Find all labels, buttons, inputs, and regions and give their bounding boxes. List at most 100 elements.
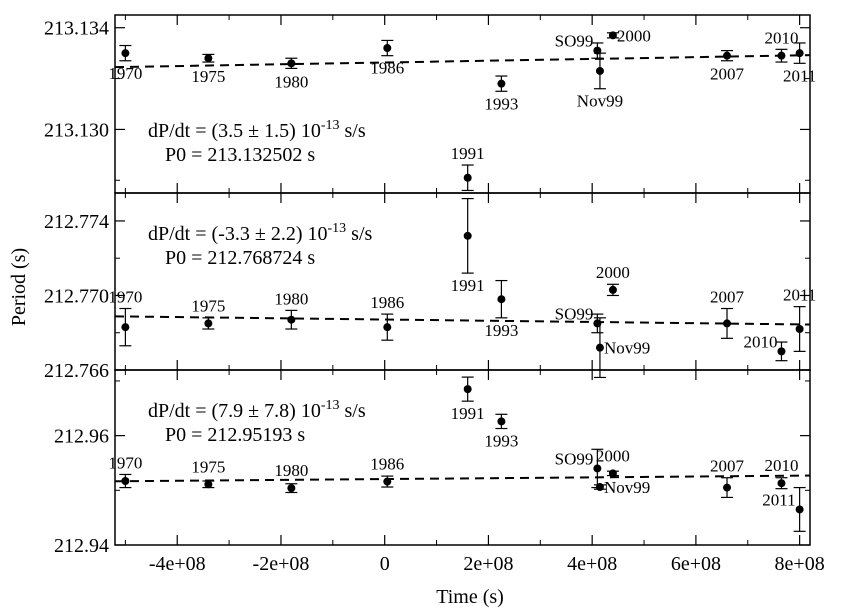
point-label: 2000 [617,26,651,45]
data-point [777,51,786,60]
point-label: 1975 [191,296,225,315]
data-point [595,483,604,492]
panel-top: 213.134 213.130 dP/dt = (3.5 ± 1.5) 10-13 … [44,14,816,194]
point-label: 2000 [596,263,630,282]
y-tick-label: 212.774 [44,211,109,233]
y-tick-label: 212.96 [54,426,109,448]
point-label: 2007 [710,288,745,307]
point-label: 1970 [108,288,142,307]
data-point [595,66,604,75]
data-point [497,295,506,304]
point-label: 2007 [710,65,745,84]
data-point [608,469,617,478]
data-point [287,315,296,324]
x-tick-label: 6e+08 [671,553,721,575]
point-label: 2011 [783,286,816,305]
point-label: 1993 [484,94,518,113]
fit-line [114,315,811,326]
point-label: Nov99 [577,92,623,111]
y-tick-label: 213.130 [44,119,109,141]
data-point [121,49,130,58]
y-tick-label: 212.766 [44,360,109,382]
fit-annotation-line: dP/dt = (3.5 ± 1.5) 10-13 s/s [148,118,366,142]
point-label: 1980 [274,72,308,91]
data-point [383,44,392,53]
point-label: SO99 [555,304,594,323]
fit-annotation-line: P0 = 212.95193 s [165,424,305,446]
x-tick-label: 2e+08 [463,553,513,575]
data-point [777,347,786,356]
point-label: 1980 [274,461,308,480]
data-point [497,417,506,426]
point-label: 1975 [191,67,225,86]
point-label: 1986 [370,455,404,474]
point-label: 1986 [370,59,404,78]
point-label: 2010 [764,28,798,47]
y-axis-label: Period (s) [8,248,30,326]
data-point [383,477,392,486]
point-label: 2000 [596,446,630,465]
x-tick-label: -4e+08 [149,553,206,575]
fit-annotation-line: P0 = 212.768724 s [165,247,315,269]
y-tick-label: 213.134 [44,18,109,40]
point-label: SO99 [555,32,594,51]
fit-line [114,474,811,483]
y-tick-label: 212.94 [54,535,109,557]
point-label: 1993 [484,321,518,340]
fit-annotation-line: dP/dt = (-3.3 ± 2.2) 10-13 s/s [148,221,372,245]
data-point [463,231,472,240]
data-point [204,480,213,489]
x-tick-label: -2e+08 [253,553,310,575]
point-label: 1970 [108,64,142,83]
data-point [287,59,296,68]
point-label: 1991 [451,276,485,295]
data-point [723,483,732,492]
fit-line [114,54,811,69]
panel-frame [114,369,811,546]
point-label: Nov99 [604,339,650,358]
data-point [608,31,617,40]
data-point [723,51,732,60]
data-point [204,319,213,328]
data-point [593,464,602,473]
point-label: Nov99 [604,478,650,497]
panel-frame [114,14,811,194]
data-point [287,484,296,493]
point-label: 1986 [370,293,404,312]
x-tick-label: 0 [380,553,390,575]
point-label: 1991 [451,144,485,163]
panel-middle: 212.774 212.770 212.766 dP/dt = (-3.3 ± 2.2… [44,192,816,382]
fit-annotation-line: P0 = 213.132502 s [165,144,315,166]
data-point [795,325,804,334]
point-label: 1975 [191,457,225,476]
point-label: SO99 [555,449,594,468]
point-label: 2011 [762,490,795,509]
panel-bottom: 212.96 212.94 dP/dt = (7.9 ± 7.8) 10-13 s/… [54,369,825,575]
point-label: 1991 [451,404,485,423]
x-tick-label: 8e+08 [775,553,825,575]
data-point [497,79,506,88]
point-label: 2011 [783,66,816,85]
data-point [463,173,472,182]
data-point [121,477,130,486]
x-tick-label: 4e+08 [567,553,617,575]
fit-annotation-line: dP/dt = (7.9 ± 7.8) 10-13 s/s [148,398,366,422]
data-point [121,323,130,332]
data-point [795,505,804,514]
point-label: 2010 [764,456,798,475]
data-point [777,479,786,488]
data-point [595,343,604,352]
data-point [383,323,392,332]
data-point [608,285,617,294]
point-label: 1970 [108,453,142,472]
point-label: 2010 [743,332,777,351]
x-axis-label: Time (s) [436,586,504,608]
data-point [795,49,804,58]
data-point [723,319,732,328]
y-tick-label: 212.770 [44,285,109,307]
data-point [463,385,472,394]
point-label: 1980 [274,289,308,308]
data-point [204,54,213,63]
